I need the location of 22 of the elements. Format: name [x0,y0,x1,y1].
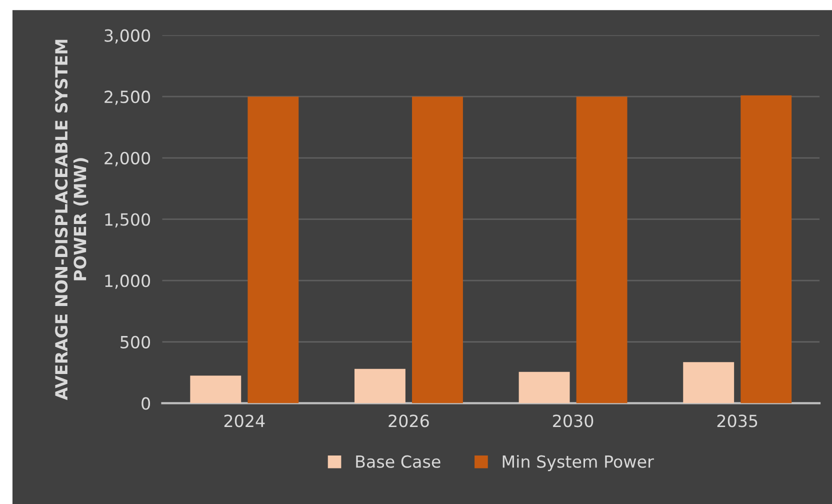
y-tick-label: 500 [120,336,150,348]
bar [412,96,463,404]
legend-label: Min System Power [502,454,654,472]
bar [190,376,242,404]
y-tick-label: 3,000 [104,29,150,44]
y-tick-label: 2,000 [104,152,150,166]
bar [576,96,628,404]
bar [518,372,570,404]
x-tick-label: 2030 [553,414,594,428]
bar [683,362,734,404]
x-tick-label: 2026 [388,414,429,428]
bar [740,95,792,404]
x-tick-label: 2035 [717,414,758,428]
y-tick-label: 1,500 [105,213,150,228]
y-axis-title: AVERAGE NON-DISPLACEABLE SYSTEM POWER (MW) [55,40,88,400]
legend-label: Base Case [356,455,440,468]
bar [354,368,406,404]
y-tick-label: 2,500 [104,90,150,105]
bar [248,96,299,404]
y-tick-label: 1,000 [105,274,150,289]
x-tick-label: 2024 [224,414,265,428]
y-tick-label: 0 [142,397,150,410]
